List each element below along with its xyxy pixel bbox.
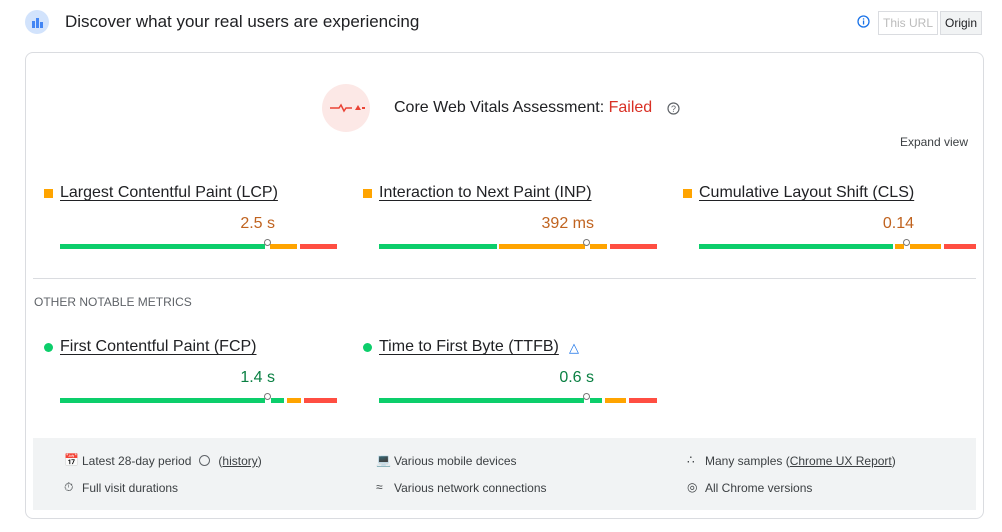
distribution-bar [379, 393, 657, 403]
footer-item: All Chrome versions [705, 481, 812, 495]
status-square [44, 189, 53, 198]
assessment-status: Failed [608, 99, 653, 116]
footer-text: Various mobile devices [394, 454, 517, 468]
logo [25, 10, 49, 34]
svg-text:?: ? [671, 104, 676, 114]
help-icon[interactable]: ? [667, 102, 680, 115]
assessment-icon [322, 84, 370, 132]
footer-icon: ◎ [687, 480, 698, 494]
distribution-bar [60, 393, 338, 403]
bar-segment [590, 398, 602, 403]
other-heading: OTHER NOTABLE METRICS [34, 295, 192, 309]
bar-marker [583, 239, 590, 246]
status-square [683, 189, 692, 198]
footer-icon: 💻 [376, 453, 391, 467]
metric-value: 0.6 s [559, 369, 594, 386]
bar-segment [610, 244, 657, 249]
expand-view[interactable]: Expand view [899, 135, 968, 149]
bar-segment [60, 398, 265, 403]
footer-text: Full visit durations [82, 481, 179, 495]
bar-segment [910, 244, 941, 249]
footer-icon: ≈ [376, 480, 383, 494]
info-icon[interactable] [857, 15, 870, 28]
this-url-button[interactable]: This URL [878, 11, 939, 35]
bar-segment [271, 398, 284, 403]
footer-text: Latest 28-day period [82, 454, 192, 468]
footer-link[interactable]: history [222, 454, 258, 468]
help-icon[interactable] [199, 455, 211, 466]
metric-name[interactable]: Interaction to Next Paint (INP) [379, 184, 592, 201]
footer-text: Various network connections [394, 481, 547, 495]
footer-text: ) [891, 454, 896, 468]
divider [33, 278, 976, 279]
bar-segment [629, 398, 657, 403]
metric-value: 0.14 [882, 215, 914, 232]
header-title: Discover what your real users are experi… [65, 12, 420, 31]
bar-marker [264, 239, 271, 246]
footer-item: Full visit durations [82, 481, 178, 495]
footer-text: ) [257, 454, 262, 468]
lab-icon: △ [569, 340, 579, 355]
assessment-label: Core Web Vitals Assessment: [394, 99, 605, 116]
bar-segment [379, 244, 497, 249]
bar-marker [264, 393, 271, 400]
metric-value: 392 ms [541, 215, 594, 232]
footer-item: Various mobile devices [394, 454, 517, 468]
bar-marker [583, 393, 590, 400]
bar-marker [903, 239, 910, 246]
origin-button[interactable]: Origin [940, 11, 983, 35]
status-dot [44, 343, 53, 352]
status-square [363, 189, 372, 198]
footer-box [33, 438, 976, 510]
bar-segment [379, 398, 584, 403]
footer-text: All Chrome versions [705, 481, 813, 495]
card [25, 52, 984, 519]
distribution-bar [699, 239, 977, 249]
footer-text: Many samples [705, 454, 783, 468]
footer-text: ( [785, 454, 790, 468]
bar-segment [944, 244, 976, 249]
bar-segment [590, 244, 607, 249]
footer-text: ( [218, 454, 223, 468]
bar-segment [895, 244, 904, 249]
bar-segment [270, 244, 297, 249]
metric-value: 1.4 s [240, 369, 275, 386]
bar-segment [304, 398, 337, 403]
bar-segment [499, 244, 585, 249]
footer-icon: ⏱ [64, 480, 74, 494]
distribution-bar [60, 239, 338, 249]
footer-item: Various network connections [394, 481, 547, 495]
bar-segment [699, 244, 893, 249]
metric-name[interactable]: Cumulative Layout Shift (CLS) [699, 184, 915, 201]
metric-name[interactable]: Largest Contentful Paint (LCP) [60, 184, 278, 201]
metric-name[interactable]: First Contentful Paint (FCP) [60, 338, 257, 355]
footer-link[interactable]: Chrome UX Report [789, 454, 892, 468]
bar-segment [300, 244, 337, 249]
bar-segment [287, 398, 301, 403]
assessment: Core Web Vitals Assessment: Failed [394, 99, 652, 117]
metric-value: 2.5 s [240, 215, 275, 232]
status-dot [363, 343, 372, 352]
footer-item: Latest 28-day period (history) [82, 454, 262, 468]
metric-name[interactable]: Time to First Byte (TTFB) [379, 338, 559, 355]
bar-segment [605, 398, 626, 403]
bar-segment [60, 244, 265, 249]
footer-item: Many samples (Chrome UX Report) [705, 454, 896, 468]
footer-icon: 📅 [64, 453, 79, 467]
distribution-bar [379, 239, 657, 249]
footer-icon: ∴ [687, 453, 695, 467]
